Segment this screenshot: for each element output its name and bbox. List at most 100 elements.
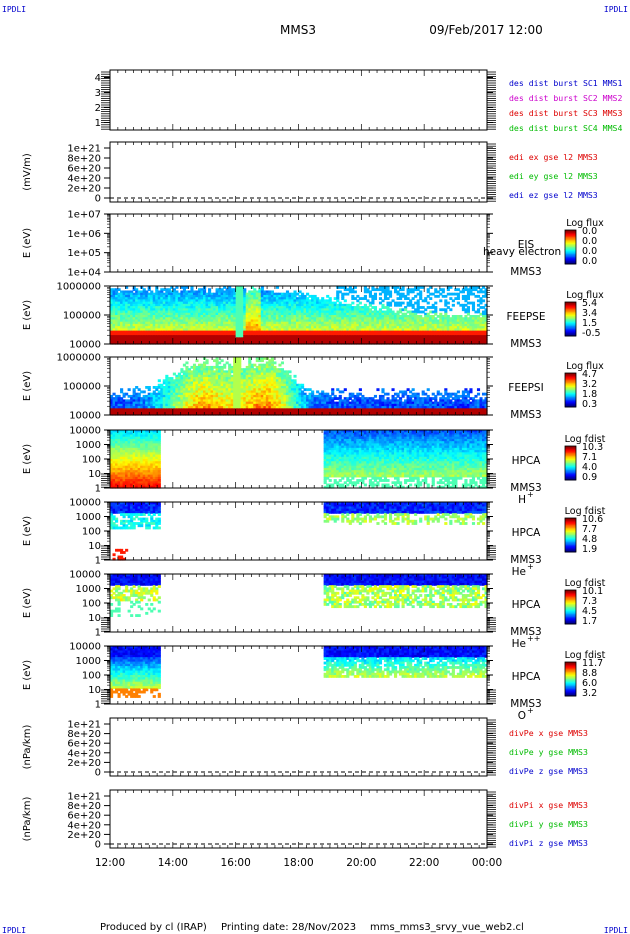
- heatmap-cell: [130, 319, 134, 323]
- heatmap-cell: [481, 341, 486, 345]
- heatmap-cell: [341, 341, 345, 345]
- heatmap-cell: [449, 341, 453, 345]
- heatmap-cell: [137, 292, 141, 296]
- heatmap-cell: [157, 303, 161, 307]
- heatmap-cell: [301, 332, 305, 336]
- heatmap-cell: [285, 339, 290, 343]
- heatmap-cell: [185, 361, 189, 365]
- heatmap-cell: [436, 341, 440, 345]
- colorbar-swatch: [565, 304, 576, 307]
- heatmap-cell: [110, 319, 114, 323]
- heatmap-cell: [383, 319, 388, 323]
- heatmap-cell: [401, 301, 405, 305]
- heatmap-cell: [313, 332, 317, 336]
- heatmap-cell: [110, 312, 114, 316]
- heatmap-cell: [464, 332, 468, 336]
- heatmap-cell: [120, 321, 124, 325]
- heatmap-cell: [461, 321, 465, 325]
- heatmap-cell: [185, 337, 189, 341]
- heatmap-cell: [399, 323, 403, 327]
- colorbar-swatch: [565, 323, 576, 326]
- heatmap-cell: [220, 359, 224, 363]
- heatmap-cell: [233, 341, 237, 345]
- heatmap-cell: [220, 303, 224, 307]
- heatmap-cell: [368, 335, 372, 338]
- heatmap-cell: [421, 330, 425, 334]
- heatmap-cell: [326, 308, 330, 312]
- heatmap-cell: [449, 335, 453, 338]
- heatmap-cell: [336, 326, 340, 329]
- heatmap-cell: [288, 335, 292, 338]
- heatmap-cell: [431, 323, 435, 327]
- heatmap-cell: [225, 306, 229, 309]
- heatmap-cell: [132, 319, 136, 323]
- heatmap-cell: [326, 335, 330, 338]
- heatmap-cell: [155, 332, 159, 336]
- heatmap-cell: [301, 317, 305, 321]
- heatmap-cell: [120, 303, 124, 307]
- heatmap-cell: [388, 321, 393, 325]
- heatmap-cell: [218, 332, 222, 336]
- heatmap-cell: [125, 339, 129, 343]
- heatmap-cell: [223, 292, 227, 296]
- heatmap-cell: [112, 323, 116, 327]
- heatmap-cell: [160, 308, 164, 312]
- heatmap-cell: [273, 315, 277, 318]
- heatmap-cell: [328, 297, 332, 300]
- heatmap-cell: [258, 312, 262, 316]
- heatmap-cell: [132, 308, 136, 312]
- heatmap-cell: [471, 323, 476, 327]
- heatmap-cell: [479, 312, 483, 316]
- heatmap-cell: [404, 308, 408, 312]
- heatmap-cell: [474, 319, 478, 323]
- heatmap-cell: [316, 312, 320, 316]
- heatmap-cell: [476, 341, 481, 345]
- heatmap-cell: [177, 337, 181, 341]
- heatmap-cell: [363, 321, 367, 325]
- heatmap-cell: [288, 330, 292, 334]
- heatmap-cell: [205, 294, 209, 298]
- heatmap-cell: [316, 323, 320, 327]
- heatmap-cell: [293, 317, 297, 321]
- y-tick-label: 2e+20: [67, 184, 101, 195]
- heatmap-cell: [230, 328, 234, 332]
- heatmap-cell: [187, 319, 192, 323]
- heatmap-cell: [466, 326, 471, 329]
- heatmap-cell: [333, 323, 337, 327]
- heatmap-cell: [341, 321, 345, 325]
- heatmap-cell: [321, 326, 325, 329]
- spacecraft-label: MMS3: [510, 338, 541, 350]
- heatmap-cell: [381, 303, 385, 307]
- heatmap-cell: [358, 297, 362, 300]
- heatmap-cell: [343, 288, 347, 292]
- heatmap-cell: [250, 290, 254, 294]
- heatmap-cell: [386, 312, 390, 316]
- heatmap-cell: [351, 321, 355, 325]
- heatmap-cell: [273, 303, 277, 307]
- heatmap-cell: [130, 337, 134, 341]
- heatmap-cell: [303, 299, 307, 303]
- heatmap-cell: [152, 323, 156, 327]
- heatmap-cell: [381, 330, 385, 334]
- heatmap-cell: [368, 294, 372, 298]
- heatmap-cell: [439, 323, 443, 327]
- heatmap-cell: [112, 294, 116, 298]
- heatmap-cell: [479, 330, 483, 334]
- heatmap-cell: [341, 312, 345, 316]
- heatmap-cell: [223, 321, 227, 325]
- heatmap-cell: [351, 306, 355, 309]
- heatmap-cell: [160, 312, 164, 316]
- heatmap-cell: [208, 308, 212, 312]
- species-label: heavy electron to: [483, 246, 575, 258]
- heatmap-cell: [326, 317, 330, 321]
- heatmap-cell: [481, 317, 486, 321]
- heatmap-cell: [373, 312, 378, 316]
- heatmap-cell: [120, 308, 124, 312]
- heatmap-cell: [406, 337, 410, 341]
- heatmap-cell: [140, 310, 144, 314]
- heatmap-cell: [140, 299, 144, 303]
- colorbar-swatch: [565, 314, 576, 317]
- heatmap-cell: [449, 339, 453, 343]
- heatmap-cell: [378, 337, 383, 341]
- heatmap-cell: [273, 321, 277, 325]
